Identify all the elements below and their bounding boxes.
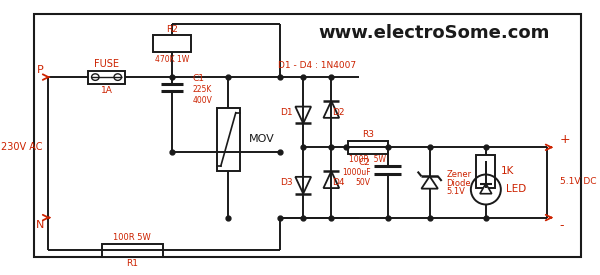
Text: C2: C2 (359, 158, 371, 167)
Text: C1: C1 (193, 75, 205, 84)
Text: 5.1V: 5.1V (446, 187, 466, 196)
Text: N: N (35, 220, 44, 230)
Polygon shape (421, 176, 438, 189)
Text: LED: LED (506, 185, 527, 194)
Polygon shape (295, 107, 311, 123)
Text: 470K 1W: 470K 1W (155, 55, 189, 64)
Text: 1K: 1K (501, 166, 514, 176)
Polygon shape (295, 177, 311, 194)
Text: 225K
400V: 225K 400V (193, 85, 212, 104)
Text: 100R  5W: 100R 5W (349, 155, 386, 164)
Text: D1: D1 (280, 108, 293, 117)
Polygon shape (323, 171, 339, 188)
Text: Zener: Zener (446, 170, 472, 180)
Text: R1: R1 (126, 259, 138, 268)
Text: -: - (560, 219, 565, 232)
Text: D1 - D4 : 1N4007: D1 - D4 : 1N4007 (278, 61, 356, 70)
Bar (154, 35, 191, 52)
Text: 100R 5W: 100R 5W (113, 233, 151, 242)
Text: +: + (560, 133, 571, 146)
Bar (217, 108, 239, 171)
Text: D2: D2 (332, 108, 345, 117)
Text: 1A: 1A (101, 86, 112, 95)
Text: D3: D3 (280, 178, 293, 187)
Polygon shape (480, 184, 492, 194)
Text: MOV: MOV (249, 134, 275, 144)
Text: P: P (37, 65, 44, 75)
Text: 1000uF
50V: 1000uF 50V (342, 168, 371, 187)
Text: www.electroSome.com: www.electroSome.com (319, 24, 550, 42)
Ellipse shape (114, 74, 122, 80)
Polygon shape (323, 101, 339, 118)
Text: D4: D4 (332, 178, 345, 187)
Text: R3: R3 (362, 130, 374, 139)
Text: R2: R2 (166, 25, 178, 34)
Bar (102, 244, 163, 257)
Text: 5.1V DC: 5.1V DC (560, 177, 596, 186)
Text: Diode: Diode (446, 179, 471, 188)
Text: FUSE: FUSE (94, 59, 119, 69)
Text: 230V AC: 230V AC (1, 142, 43, 152)
Ellipse shape (92, 74, 99, 80)
Bar (476, 155, 495, 188)
Bar (348, 141, 388, 154)
Bar (88, 71, 125, 84)
